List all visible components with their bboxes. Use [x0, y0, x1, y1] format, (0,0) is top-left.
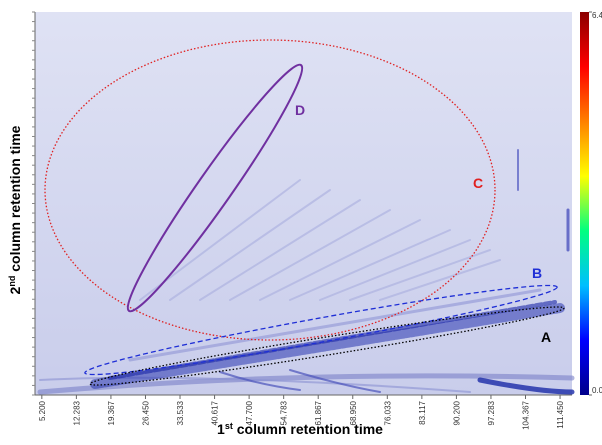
- x-tick-label: 90.200: [452, 400, 461, 425]
- colorbar-label: 0.00: [592, 386, 602, 395]
- x-title-sup: st: [225, 421, 233, 431]
- x-title-part: 1: [217, 421, 225, 437]
- y-axis-title: 2nd column retention time: [7, 125, 23, 294]
- annotation-label: A: [541, 329, 551, 345]
- x-tick-label: 83.117: [418, 400, 427, 424]
- x-tick-label: 5.200: [38, 400, 47, 421]
- annotation-label: B: [532, 265, 542, 281]
- annotation-shapes: [44, 39, 565, 386]
- x-tick-label: 19.367: [107, 400, 116, 425]
- annotation-label: C: [473, 175, 483, 191]
- x-tick-label: 76.033: [383, 400, 392, 425]
- x-tick-label: 61.867: [314, 400, 323, 425]
- y-title-sup: nd: [7, 276, 17, 287]
- colorbar: [580, 12, 589, 395]
- x-tick-label: 111.450: [556, 400, 565, 428]
- annotation-label: D: [295, 102, 305, 118]
- colorbar-label: 6.47E6: [592, 11, 602, 20]
- x-tick-label: 26.450: [141, 400, 150, 425]
- plot-area: [35, 12, 572, 395]
- x-title-part: column retention time: [233, 421, 383, 437]
- chromatogram-texture: [37, 149, 575, 395]
- y-title-part: 2: [7, 286, 23, 294]
- x-tick-label: 68.950: [349, 400, 358, 425]
- x-tick-label: 104.367: [522, 400, 531, 429]
- x-axis-title: 1st column retention time: [217, 421, 383, 437]
- x-tick-label: 54.783: [280, 400, 289, 425]
- x-tick-label: 12.283: [72, 400, 81, 425]
- x-tick-label: 33.533: [176, 400, 185, 425]
- x-tick-label: 47.700: [245, 400, 254, 425]
- x-tick-label: 97.283: [487, 400, 496, 425]
- y-title-part: column retention time: [7, 125, 23, 275]
- x-tick-label: 40.617: [211, 400, 220, 425]
